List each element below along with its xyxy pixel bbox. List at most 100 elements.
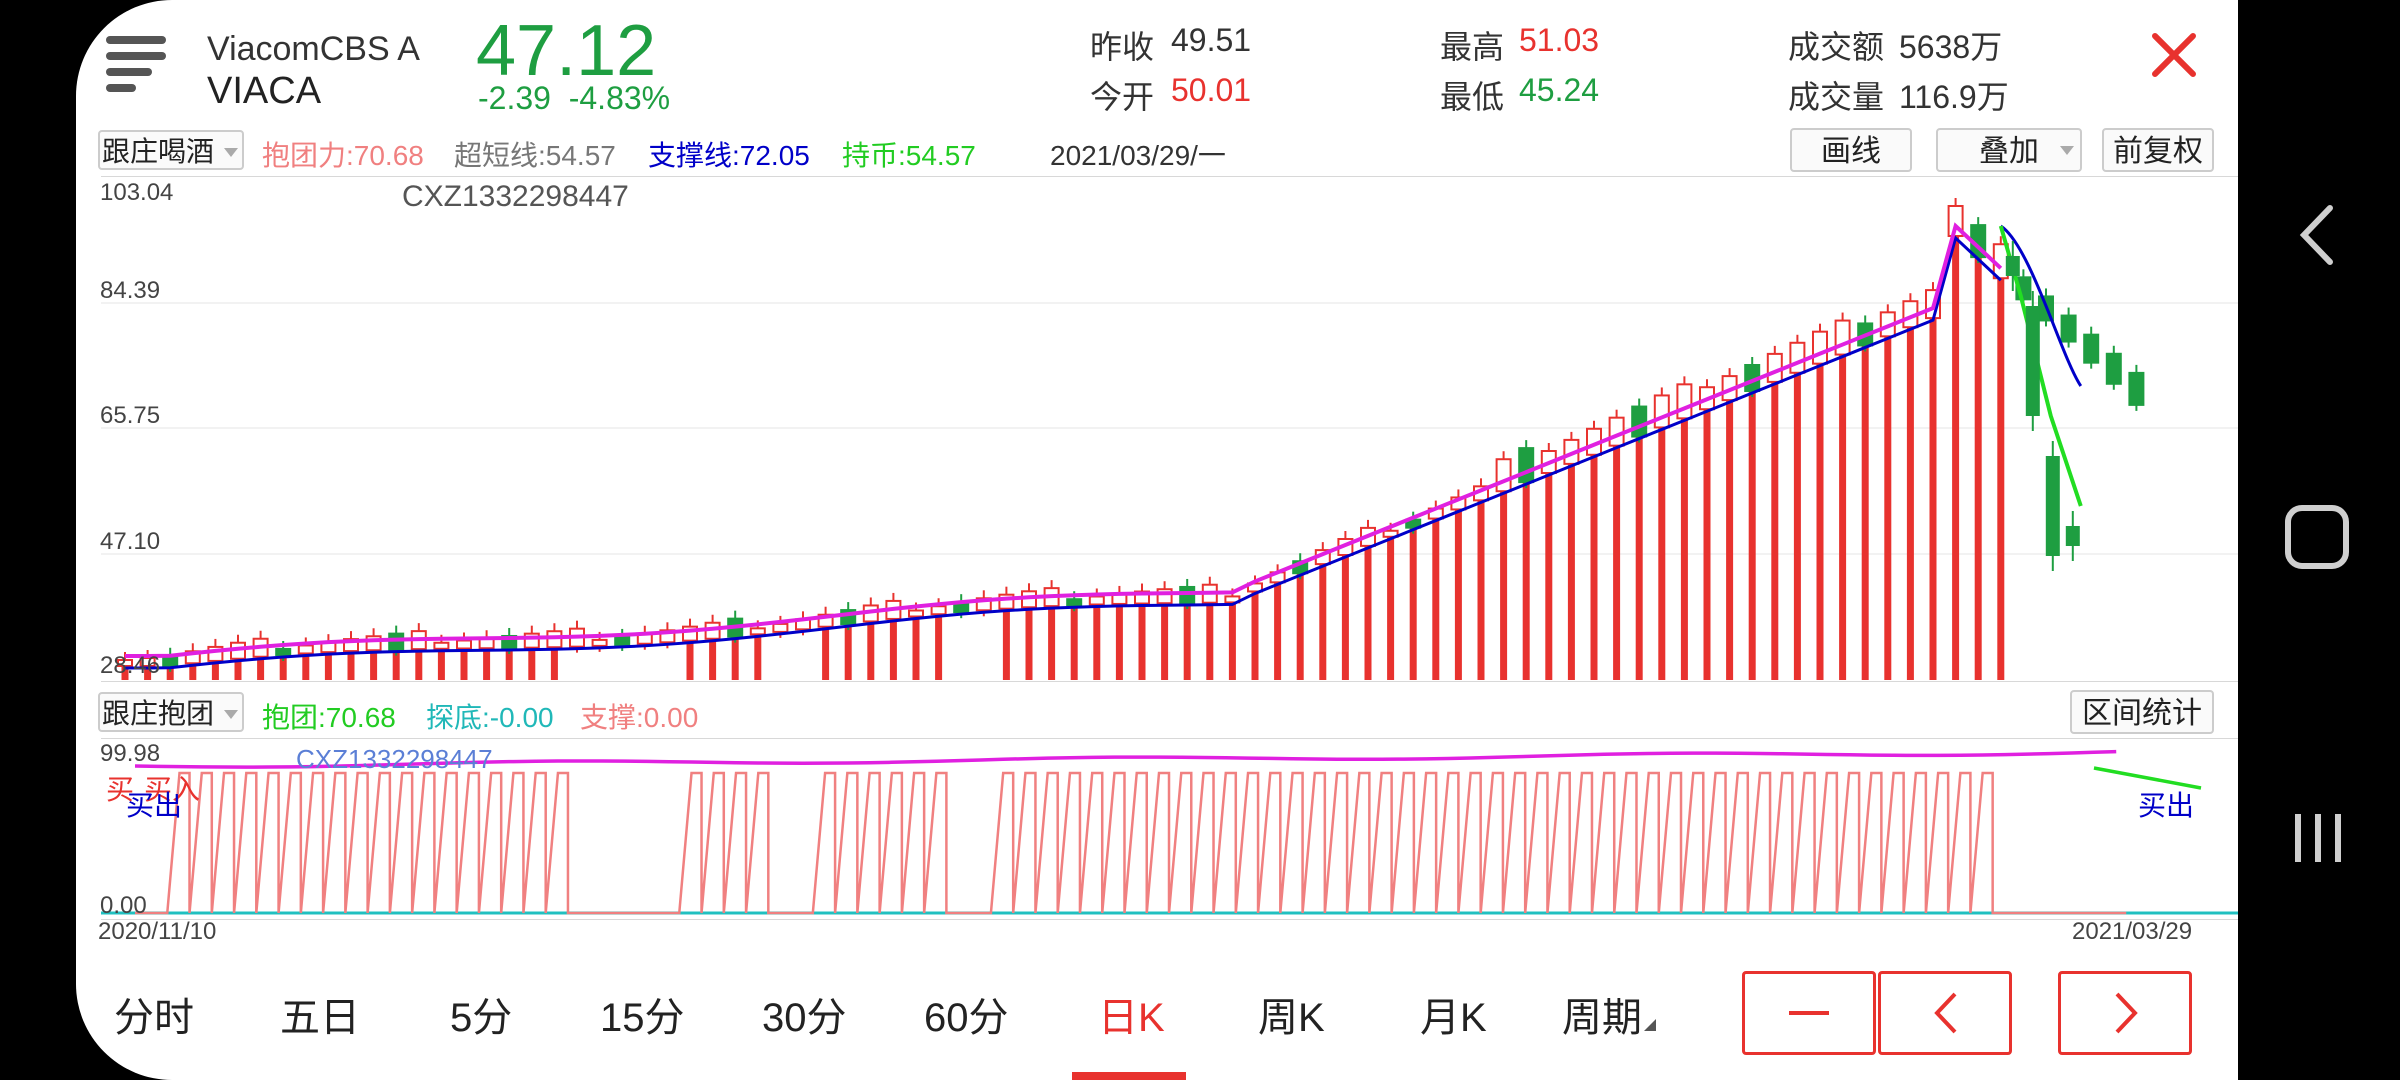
sub-indicator-0: 抱团:70.68 bbox=[262, 696, 396, 736]
tab-monthly[interactable]: 月K bbox=[1420, 996, 1487, 1040]
next-button[interactable] bbox=[2058, 971, 2192, 1055]
column-bar bbox=[189, 663, 197, 680]
column-bar bbox=[324, 652, 332, 680]
candle-body bbox=[2065, 526, 2080, 546]
column-bar bbox=[121, 666, 129, 680]
candle-body bbox=[275, 647, 292, 656]
indicator-value: 72.05 bbox=[739, 140, 810, 171]
prev-button[interactable] bbox=[1878, 971, 2012, 1055]
tail-line bbox=[2093, 766, 2202, 790]
column-bar bbox=[1296, 573, 1304, 680]
column-bar bbox=[1680, 418, 1688, 680]
column-bar bbox=[1793, 372, 1801, 680]
candle-body bbox=[2060, 314, 2077, 343]
column-bar bbox=[166, 665, 174, 680]
system-nav-bar bbox=[2238, 0, 2400, 1080]
indicator-label: 持币: bbox=[842, 140, 906, 171]
column-bar bbox=[1839, 354, 1847, 680]
candle-body bbox=[2128, 371, 2145, 406]
hold-signal-wave bbox=[135, 771, 2127, 915]
column-bar bbox=[347, 651, 355, 680]
adjust-price-button[interactable]: 前复权 bbox=[2102, 128, 2214, 172]
column-bar bbox=[867, 621, 875, 680]
tab-60min[interactable]: 60分 bbox=[924, 996, 1009, 1040]
sub-indicator-2: 支撑:0.00 bbox=[580, 696, 698, 736]
column-bar bbox=[1093, 604, 1101, 680]
column-bar bbox=[1341, 555, 1349, 680]
tab-5min[interactable]: 5分 bbox=[450, 996, 513, 1040]
main-indicator-3: 持币:54.57 bbox=[842, 134, 976, 174]
signal-buy-in-label: 买入 bbox=[144, 774, 201, 805]
main-chart-area[interactable] bbox=[101, 176, 2238, 682]
tab-weekly[interactable]: 周K bbox=[1258, 996, 1325, 1040]
date-start: 2020/11/10 bbox=[98, 918, 217, 945]
candle-body bbox=[2083, 333, 2100, 364]
tab-daily[interactable]: 日K bbox=[1098, 996, 1165, 1040]
column-bar bbox=[844, 624, 852, 680]
column-bar bbox=[686, 640, 694, 680]
tab-intraday[interactable]: 分时 bbox=[114, 996, 194, 1040]
current-price: 47.12 bbox=[476, 11, 657, 91]
column-bar bbox=[731, 636, 739, 680]
main-formula-select[interactable]: 跟庄喝酒 bbox=[98, 130, 244, 170]
tab-five-day[interactable]: 五日 bbox=[280, 996, 360, 1040]
column-bar bbox=[1635, 436, 1643, 680]
column-bar bbox=[1228, 602, 1236, 680]
stat-label-turnover: 成交额 bbox=[1788, 29, 1885, 65]
column-bar bbox=[1613, 445, 1621, 680]
candle-body bbox=[2025, 306, 2040, 416]
column-bar bbox=[1567, 463, 1575, 680]
sub-chart-area[interactable] bbox=[101, 738, 2238, 920]
indicator-chart[interactable] bbox=[101, 738, 2238, 918]
signal-sell-label-right: 买出 bbox=[2138, 790, 2195, 821]
sub-indicator-1: 探底:-0.00 bbox=[426, 696, 554, 736]
column-bar bbox=[1070, 605, 1078, 680]
back-icon[interactable] bbox=[2290, 200, 2346, 270]
home-icon[interactable] bbox=[2282, 502, 2352, 572]
candle-body bbox=[1812, 330, 1828, 365]
menu-icon[interactable] bbox=[106, 30, 170, 92]
indicator-value: -0.00 bbox=[489, 702, 554, 733]
main-indicator-2: 支撑线:72.05 bbox=[648, 134, 810, 174]
close-icon[interactable] bbox=[2149, 30, 2199, 80]
column-bar bbox=[279, 654, 287, 680]
stat-label-prev-close: 昨收 bbox=[1090, 29, 1155, 65]
chevron-down-icon bbox=[224, 148, 238, 157]
column-bar bbox=[1658, 427, 1666, 680]
candle-body bbox=[930, 605, 947, 616]
overlay-button[interactable]: 叠加 bbox=[1936, 128, 2082, 172]
candle-body bbox=[1518, 447, 1535, 484]
sub-formula-select[interactable]: 跟庄抱团 bbox=[98, 692, 244, 732]
indicator-value: 70.68 bbox=[325, 702, 396, 733]
tab-period[interactable]: 周期 bbox=[1562, 985, 1656, 1043]
stock-name: ViacomCBS A bbox=[207, 30, 420, 68]
column-bar bbox=[460, 648, 468, 680]
main-watermark: CXZ1332298447 bbox=[402, 180, 629, 213]
column-bar bbox=[1703, 409, 1711, 680]
column-bar bbox=[1590, 454, 1598, 680]
recents-icon[interactable] bbox=[2288, 808, 2348, 868]
range-stats-button[interactable]: 区间统计 bbox=[2070, 690, 2214, 734]
kline-chart[interactable] bbox=[101, 176, 2238, 680]
draw-line-button[interactable]: 画线 bbox=[1790, 128, 1912, 172]
indicator-value: 70.68 bbox=[353, 140, 424, 171]
column-bar bbox=[1138, 603, 1146, 680]
column-bar bbox=[257, 656, 265, 680]
zoom-out-button[interactable] bbox=[1742, 971, 1876, 1055]
overlay-label: 叠加 bbox=[1979, 135, 2039, 168]
candle-body bbox=[1631, 405, 1648, 438]
tab-15min[interactable]: 15分 bbox=[600, 996, 685, 1040]
chevron-left-icon bbox=[1934, 992, 1957, 1034]
stat-value-high: 51.03 bbox=[1519, 22, 1600, 58]
minus-icon bbox=[1789, 1011, 1829, 1015]
change-value: -2.39 bbox=[478, 80, 551, 116]
column-bar bbox=[1319, 564, 1327, 680]
column-bar bbox=[1432, 518, 1440, 680]
sub-watermark: CXZ1332298447 bbox=[296, 744, 493, 774]
chevron-down-icon bbox=[224, 710, 238, 719]
candle-body bbox=[2105, 352, 2122, 385]
candle-body bbox=[117, 659, 133, 667]
main-indicator-1: 超短线:54.57 bbox=[454, 134, 616, 174]
stat-value-low: 45.24 bbox=[1519, 72, 1600, 108]
tab-30min[interactable]: 30分 bbox=[762, 996, 847, 1040]
